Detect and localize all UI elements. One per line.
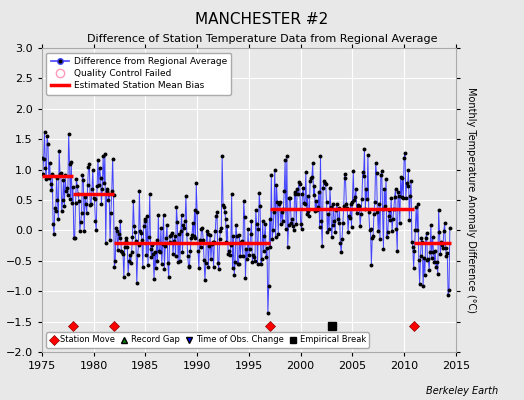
Legend: Station Move, Record Gap, Time of Obs. Change, Empirical Break: Station Move, Record Gap, Time of Obs. C… [46, 332, 369, 348]
Text: MANCHESTER #2: MANCHESTER #2 [195, 12, 329, 27]
Y-axis label: Monthly Temperature Anomaly Difference (°C): Monthly Temperature Anomaly Difference (… [466, 87, 476, 313]
Text: Difference of Station Temperature Data from Regional Average: Difference of Station Temperature Data f… [87, 34, 437, 44]
Text: Berkeley Earth: Berkeley Earth [425, 386, 498, 396]
